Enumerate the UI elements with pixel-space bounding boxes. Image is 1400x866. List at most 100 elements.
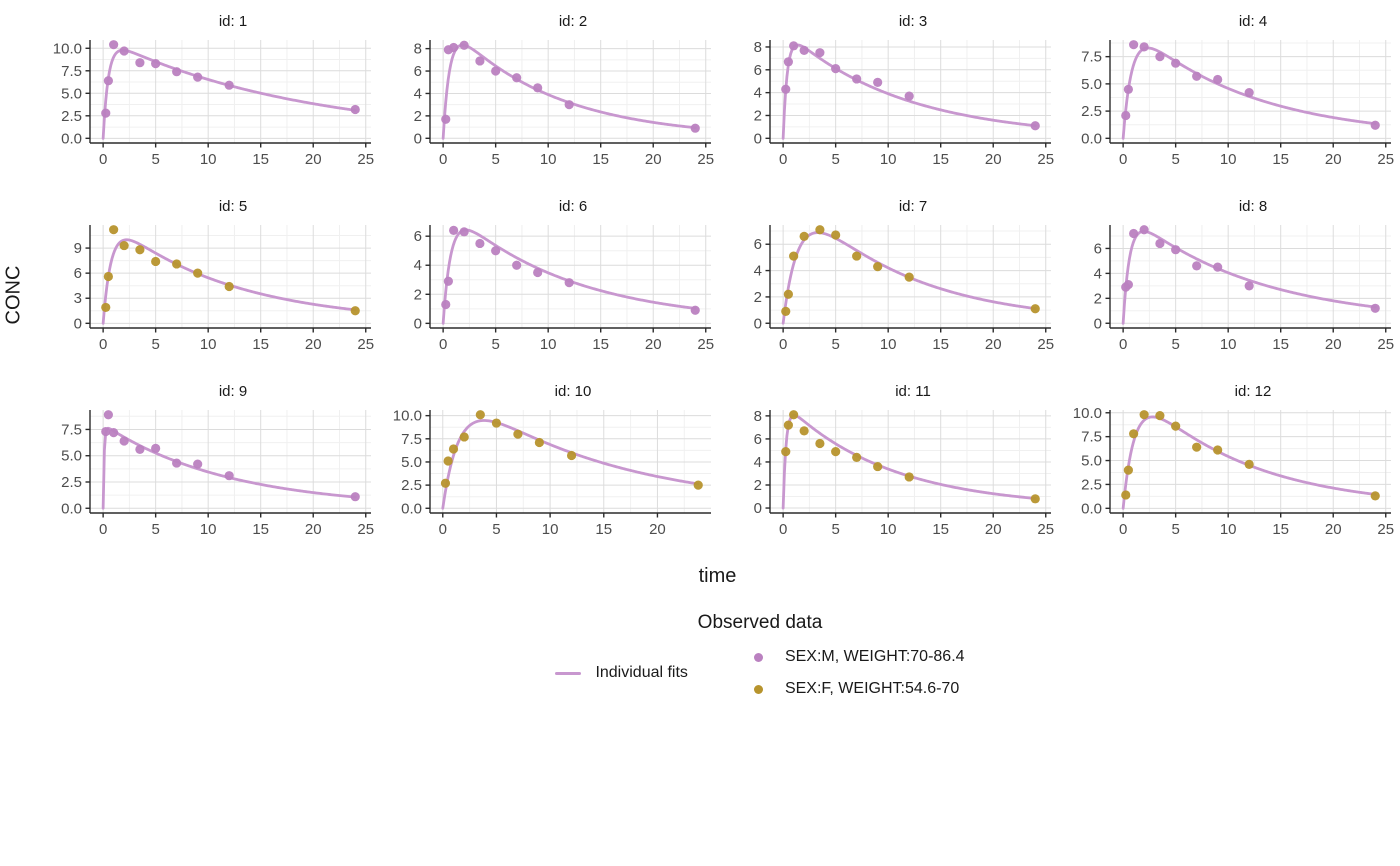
x-tick-label: 15 [252,521,269,538]
x-tick-label: 20 [645,336,662,353]
data-point [193,459,203,469]
x-tick-label: 5 [151,521,159,538]
y-tick-label: 8 [754,408,762,425]
y-tick-label: 7.5 [401,431,422,448]
data-point [443,456,453,466]
y-tick-label: 4 [1094,265,1102,282]
facet-strip-label: id: 2 [558,13,588,30]
data-point [1244,281,1254,291]
data-point [690,305,700,315]
data-point [119,436,129,446]
y-tick-label: 2.5 [1081,103,1102,120]
data-point [1139,410,1149,420]
x-tick-label: 5 [1171,521,1179,538]
data-point [172,67,182,77]
data-point [533,267,543,278]
x-tick-label: 5 [151,151,159,168]
x-tick-label: 0 [1119,336,1127,353]
y-tick-label: 6 [74,265,82,282]
data-point [440,478,451,488]
y-tick-label: 0.0 [401,500,422,517]
y-tick-label: 5.0 [61,448,82,465]
legend-title: Observed data [697,612,823,633]
data-point [441,114,451,124]
x-tick-label: 15 [932,151,949,168]
y-tick-label: 8 [414,41,422,58]
fit-line [441,419,700,510]
data-point [533,83,543,93]
x-tick-label: 15 [1272,336,1289,353]
data-point [789,251,799,261]
x-tick-label: 20 [985,336,1002,353]
y-tick-label: 0 [754,500,762,517]
y-tick-label: 5.0 [1081,76,1102,93]
facet-grid: id: 1 0 5 10 15 20 25 0.0 2.5 5.0 7.5 10.0 id: 2 0 5 10… [40,10,1396,545]
facet-id-5: id: 5 0 5 10 15 20 25 0 3 6 9 [40,195,376,360]
data-point [109,427,119,438]
data-point [852,452,862,462]
data-point [491,246,501,256]
data-point [815,225,825,235]
data-point [690,123,700,133]
x-tick-label: 15 [932,521,949,538]
data-point [1030,304,1040,314]
male-point-swatch-icon [753,652,763,662]
data-point [151,443,161,453]
facet-id-1: id: 1 0 5 10 15 20 25 0.0 2.5 5.0 7.5 10.0 [40,10,376,175]
data-point [831,64,841,74]
facet-id-3: id: 3 0 5 10 15 20 25 0 2 4 6 8 [720,10,1056,175]
data-point [1171,245,1181,255]
data-point [109,225,119,235]
data-point [475,56,485,66]
y-tick-label: 4 [754,454,762,471]
x-tick-label: 20 [1325,151,1342,168]
x-tick-label: 0 [439,151,447,168]
data-point [224,281,234,292]
facet-strip-label: id: 11 [895,383,931,400]
facet-id-4: id: 4 0 5 10 15 20 25 0.0 2.5 5.0 7.5 [1060,10,1396,175]
y-tick-label: 2.5 [61,474,82,491]
data-point [781,84,791,94]
facet-panel: 0 5 10 15 20 25 0 3 6 9 [74,225,374,353]
x-tick-label: 20 [649,521,666,538]
data-point [789,41,799,51]
y-tick-label: 4 [414,257,422,274]
x-tick-label: 20 [305,336,322,353]
y-tick-label: 6 [754,62,762,79]
fit-line [1121,229,1377,325]
y-tick-label: 7.5 [61,421,82,438]
x-tick-label: 0 [439,336,447,353]
y-tick-label: 0 [754,130,762,147]
data-point [513,429,523,439]
data-point [193,268,203,278]
data-point [1192,71,1202,81]
y-tick-label: 2 [414,108,422,125]
facet-panel: 0 5 10 15 20 25 0 2 4 6 8 [754,408,1054,538]
facet-strip-label: id: 10 [554,383,592,400]
x-tick-label: 25 [697,151,714,168]
x-tick-label: 10 [880,336,897,353]
fit-line [101,426,357,510]
x-tick-label: 10 [200,151,217,168]
data-point [1370,303,1380,313]
data-point [781,446,791,457]
data-point [1139,225,1149,235]
y-tick-label: 2 [754,477,762,494]
facet-panel: 0 5 10 15 20 25 0 2 4 6 [754,225,1054,353]
data-point [1213,262,1223,272]
facet-id-8: id: 8 0 5 10 15 20 25 0 2 4 6 [1060,195,1396,360]
y-tick-label: 0 [1094,315,1102,332]
data-point [1171,58,1181,68]
x-tick-label: 0 [99,521,107,538]
x-tick-label: 20 [1325,521,1342,538]
data-point [151,58,161,69]
data-point [781,306,791,317]
data-point [1139,42,1149,52]
x-tick-label: 5 [1171,151,1179,168]
data-point [873,461,883,472]
y-tick-label: 2 [754,289,762,306]
data-point [350,104,360,115]
data-point [459,40,469,50]
y-tick-label: 0 [74,315,82,332]
